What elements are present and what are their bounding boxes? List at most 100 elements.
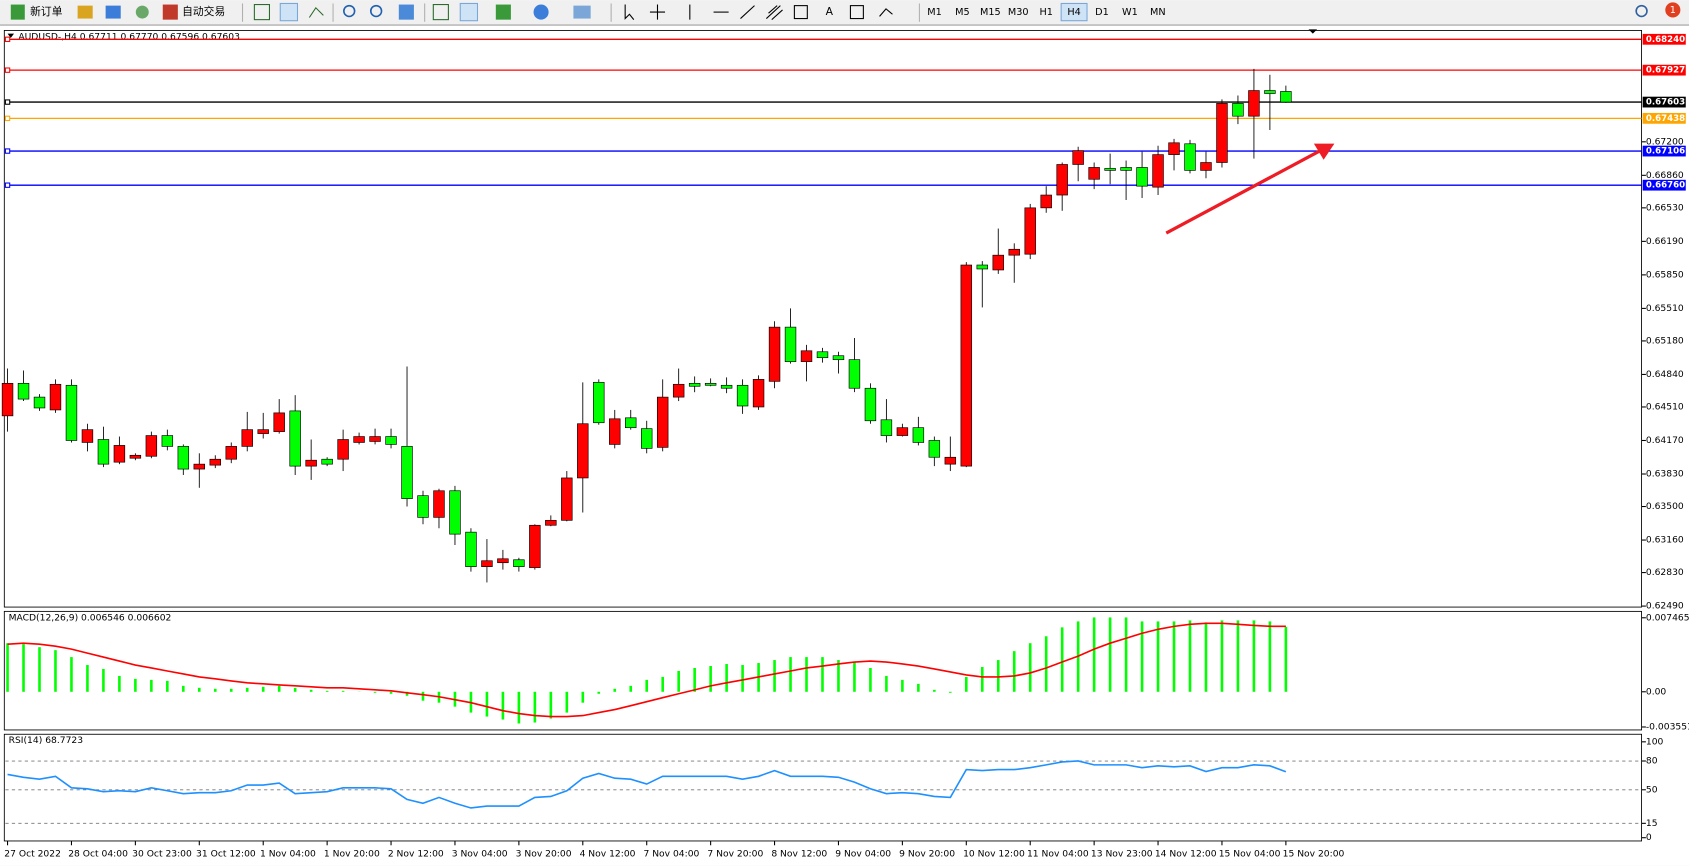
- zoom-in-button[interactable]: [343, 4, 356, 18]
- candle-body: [720, 384, 733, 389]
- histogram-bar: [1188, 620, 1192, 692]
- histogram-bar: [853, 662, 856, 692]
- bar-chart-button[interactable]: [253, 4, 271, 21]
- histogram-bar: [22, 644, 25, 692]
- y-tick-label: 0.62490: [1646, 601, 1684, 612]
- x-tick-label: 1 Nov 20:00: [324, 848, 380, 859]
- candle-body: [800, 350, 813, 362]
- tile-button[interactable]: [398, 4, 414, 20]
- fibo-tool[interactable]: [793, 5, 808, 20]
- y-tick-label: 0.67200: [1646, 136, 1684, 147]
- price-level-label: 0.67927: [1646, 66, 1685, 76]
- candle-body: [1120, 167, 1132, 171]
- notification-badge[interactable]: [1665, 2, 1681, 18]
- timeframe-button[interactable]: M5: [955, 7, 970, 18]
- histogram-bar: [1284, 626, 1288, 692]
- text-tool[interactable]: A: [826, 5, 834, 18]
- timeframe-button[interactable]: M30: [1008, 7, 1029, 18]
- candle-body: [465, 531, 477, 567]
- candle-body: [209, 458, 221, 466]
- x-tick-label: 9 Nov 20:00: [899, 848, 955, 859]
- x-tick-label: 7 Nov 20:00: [707, 848, 763, 859]
- new-order-button[interactable]: 新订单: [30, 5, 63, 18]
- histogram-bar: [901, 679, 904, 692]
- histogram-bar: [869, 667, 872, 692]
- search-button[interactable]: [1635, 4, 1648, 18]
- y-tick-label: 0.64510: [1646, 401, 1684, 412]
- shift-marker: [1308, 29, 1318, 34]
- histogram-bar: [1028, 643, 1032, 692]
- candle-body: [1168, 142, 1180, 155]
- toolbar-icon[interactable]: [135, 5, 149, 19]
- price-level-tag: [1642, 33, 1686, 45]
- histogram-bar: [166, 680, 169, 692]
- candle-body: [641, 428, 653, 449]
- arrows-tool[interactable]: [879, 8, 893, 17]
- y-tick-label: -0.003551: [1646, 721, 1689, 732]
- signal-line: [7, 622, 1286, 718]
- histogram-bar: [1204, 622, 1208, 692]
- periods-button[interactable]: [533, 4, 549, 20]
- cursor-tool[interactable]: [624, 4, 635, 20]
- histogram-bar: [837, 660, 840, 692]
- auto-trading-button[interactable]: 自动交易: [182, 5, 225, 18]
- candle-body: [609, 418, 621, 445]
- candle-body: [1136, 167, 1148, 187]
- histogram-bar: [389, 691, 393, 694]
- candle-body: [241, 429, 253, 447]
- candle-body: [593, 382, 605, 424]
- candle-body: [81, 429, 94, 443]
- timeframe-button[interactable]: M1: [927, 7, 942, 18]
- candle-body: [369, 436, 381, 442]
- histogram-bar: [805, 657, 808, 692]
- y-tick-label: 0.00: [1646, 686, 1667, 697]
- x-tick-label: 2 Nov 12:00: [388, 848, 444, 859]
- timeframe-button[interactable]: D1: [1095, 7, 1109, 18]
- zoom-out-button[interactable]: [369, 4, 383, 18]
- toolbar-icon[interactable]: [105, 5, 121, 19]
- crosshair-tool[interactable]: [649, 4, 666, 20]
- trendline-tool[interactable]: [740, 5, 755, 19]
- line-chart-button[interactable]: [308, 6, 324, 18]
- candle-body: [1, 382, 14, 417]
- candle-body: [1184, 143, 1196, 171]
- templates-button[interactable]: [573, 5, 591, 19]
- candle-body: [1280, 91, 1292, 103]
- shift-button[interactable]: [459, 2, 479, 22]
- label-tool[interactable]: [849, 5, 864, 20]
- candle-body: [1104, 168, 1116, 171]
- candle-body: [688, 382, 701, 387]
- toolbar-icon[interactable]: [77, 5, 93, 19]
- candle-body: [1024, 207, 1036, 255]
- indicators-button[interactable]: [495, 4, 511, 20]
- timeframe-button[interactable]: H1: [1039, 7, 1052, 18]
- y-tick-label: 100: [1646, 736, 1664, 747]
- candle-body: [864, 387, 877, 422]
- candle-chart-button[interactable]: [279, 2, 299, 22]
- timeframe-button[interactable]: MN: [1150, 7, 1166, 18]
- new-order-icon[interactable]: [10, 4, 25, 20]
- x-tick-label: 15 Nov 20:00: [1283, 848, 1345, 859]
- notification-count: 1: [1670, 5, 1676, 16]
- candle-body: [417, 495, 429, 518]
- y-tick-label: 0.66530: [1646, 202, 1684, 213]
- candle-body: [1008, 248, 1020, 256]
- candle-body: [896, 427, 909, 436]
- timeframe-button[interactable]: H4: [1067, 7, 1080, 18]
- symbol-marker: [7, 33, 15, 38]
- timeframe-button[interactable]: W1: [1122, 7, 1138, 18]
- candle-body: [704, 382, 717, 386]
- histogram-bar: [693, 667, 696, 692]
- auto-trading-icon[interactable]: [162, 4, 178, 20]
- candle-body: [561, 477, 573, 521]
- channel-tool[interactable]: [765, 5, 783, 21]
- autoscroll-button[interactable]: [432, 4, 449, 21]
- timeframe-button[interactable]: M15: [980, 7, 1001, 18]
- price-level-label: 0.68240: [1646, 35, 1685, 45]
- histogram-bar: [1044, 636, 1048, 692]
- annotation-arrowhead: [1313, 143, 1335, 160]
- histogram-bar: [1268, 621, 1272, 692]
- histogram-bar: [741, 665, 744, 692]
